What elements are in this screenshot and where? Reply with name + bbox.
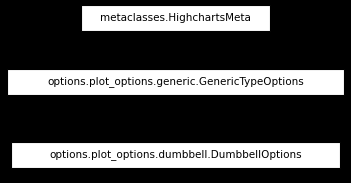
Text: options.plot_options.dumbbell.DumbbellOptions: options.plot_options.dumbbell.DumbbellOp… — [49, 150, 302, 160]
FancyBboxPatch shape — [7, 69, 344, 95]
Text: options.plot_options.generic.GenericTypeOptions: options.plot_options.generic.GenericType… — [47, 76, 304, 87]
Text: metaclasses.HighchartsMeta: metaclasses.HighchartsMeta — [100, 13, 251, 23]
FancyBboxPatch shape — [11, 142, 340, 168]
FancyBboxPatch shape — [81, 5, 270, 31]
